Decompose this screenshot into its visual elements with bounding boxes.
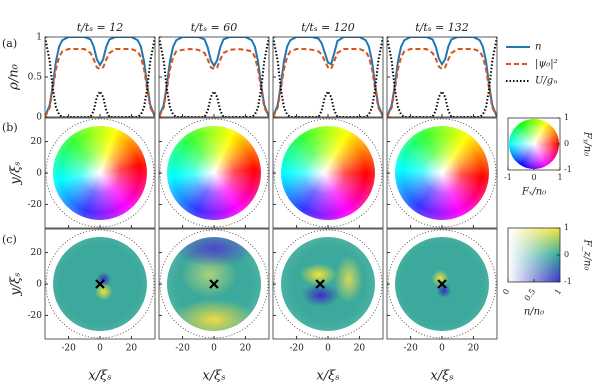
column-title: t/tₛ = 132 (415, 21, 468, 34)
y-tick-label: 0 (36, 280, 42, 290)
axes-frame (272, 228, 384, 340)
axes-frame (272, 117, 384, 229)
series-line (45, 37, 155, 117)
legend-label: n (535, 42, 541, 53)
x-tick-label: -20 (403, 344, 418, 354)
series-line (159, 47, 269, 117)
colorbar-2d (508, 228, 560, 282)
y-tick-label: 20 (31, 248, 43, 258)
y-tick-label: 1 (564, 113, 569, 122)
y-axis-label: Fᵧ/n₀ (582, 131, 593, 157)
y-axis-label: ρ/n₀ (7, 63, 22, 90)
boundary-circle (273, 118, 383, 228)
panel-label: (b) (2, 121, 18, 134)
spin-map (387, 118, 497, 228)
boundary-circle (45, 118, 155, 228)
x-axis-label: x/ξₛ (88, 369, 111, 384)
x-axis-label: x/ξₛ (202, 369, 225, 384)
y-tick-label: 0 (36, 113, 42, 123)
series-line (273, 37, 383, 117)
x-tick-label: 20 (240, 344, 252, 354)
y-tick-label: 20 (31, 137, 43, 147)
axes-frame (272, 36, 384, 118)
axes-frame (158, 117, 270, 229)
boundary-circle (387, 118, 497, 228)
x-axis-label: x/ξₛ (316, 369, 339, 384)
x-axis-label: Fₓ/n₀ (521, 187, 546, 198)
column-title: t/tₛ = 120 (301, 21, 354, 34)
y-tick-label: 1 (564, 223, 569, 232)
x-tick-label: -1 (504, 173, 512, 182)
y-tick-label: -20 (28, 200, 43, 210)
axes-frame (158, 36, 270, 118)
vortex-marker (437, 279, 447, 289)
y-tick-label: -20 (28, 311, 43, 321)
column-title: t/tₛ = 60 (191, 21, 237, 34)
x-tick-label: 0 (501, 287, 511, 296)
x-tick-label: 0 (325, 344, 331, 354)
panel-label: (a) (2, 37, 17, 50)
legend-label: U/gₙ (535, 76, 557, 87)
axes-frame (507, 227, 561, 283)
series-line (387, 37, 497, 117)
series-line (159, 37, 269, 117)
y-tick-label: 1 (36, 33, 42, 43)
panel-label: (c) (2, 233, 17, 246)
color-wheel (508, 118, 560, 170)
x-tick-label: 20 (354, 344, 366, 354)
boundary-circle (159, 118, 269, 228)
column-title: t/tₛ = 12 (77, 21, 123, 34)
x-tick-label: 20 (126, 344, 138, 354)
x-axis-label: n/n₀ (524, 307, 544, 318)
y-tick-label: -1 (564, 165, 572, 174)
fz-map (273, 229, 383, 339)
vortex-marker (209, 279, 219, 289)
spin-map (273, 118, 383, 228)
x-tick-label: 0.5 (523, 287, 538, 303)
series-line (387, 48, 497, 117)
y-tick-label: -1 (564, 277, 572, 286)
axes-frame (386, 36, 498, 118)
vortex-marker (315, 279, 325, 289)
y-axis-label: y/ξₛ (9, 161, 24, 185)
axes-frame (386, 117, 498, 229)
fz-map (45, 229, 155, 339)
series-line (273, 48, 383, 117)
y-tick-label: 0.5 (28, 73, 43, 83)
x-tick-label: 0 (439, 344, 445, 354)
x-axis-label: x/ξₛ (430, 369, 453, 384)
series-line (159, 37, 269, 117)
y-axis-label: F_z/n₀ (582, 238, 593, 270)
x-tick-label: 1 (553, 287, 563, 296)
y-tick-label: 0 (564, 139, 569, 148)
fz-map (159, 229, 269, 339)
x-tick-label: -20 (175, 344, 190, 354)
spin-map (45, 118, 155, 228)
series-line (45, 48, 155, 117)
series-line (45, 37, 155, 117)
y-tick-label: 0 (36, 169, 42, 179)
spin-map (159, 118, 269, 228)
axes-frame (44, 36, 156, 118)
x-tick-label: -20 (61, 344, 76, 354)
y-axis-label: y/ξₛ (9, 272, 24, 296)
legend-label: |ψ₀|² (535, 59, 558, 70)
series-line (273, 37, 383, 117)
x-tick-label: 1 (557, 173, 562, 182)
boundary-circle (273, 229, 383, 339)
series-line (387, 37, 497, 117)
x-tick-label: 20 (468, 344, 480, 354)
x-tick-label: 0 (211, 344, 217, 354)
x-tick-label: 0 (97, 344, 103, 354)
axes-frame (44, 117, 156, 229)
axes-frame (507, 117, 561, 171)
x-tick-label: -20 (289, 344, 304, 354)
x-tick-label: 0 (531, 173, 536, 182)
vortex-marker (95, 279, 105, 289)
y-tick-label: 0 (564, 250, 569, 259)
